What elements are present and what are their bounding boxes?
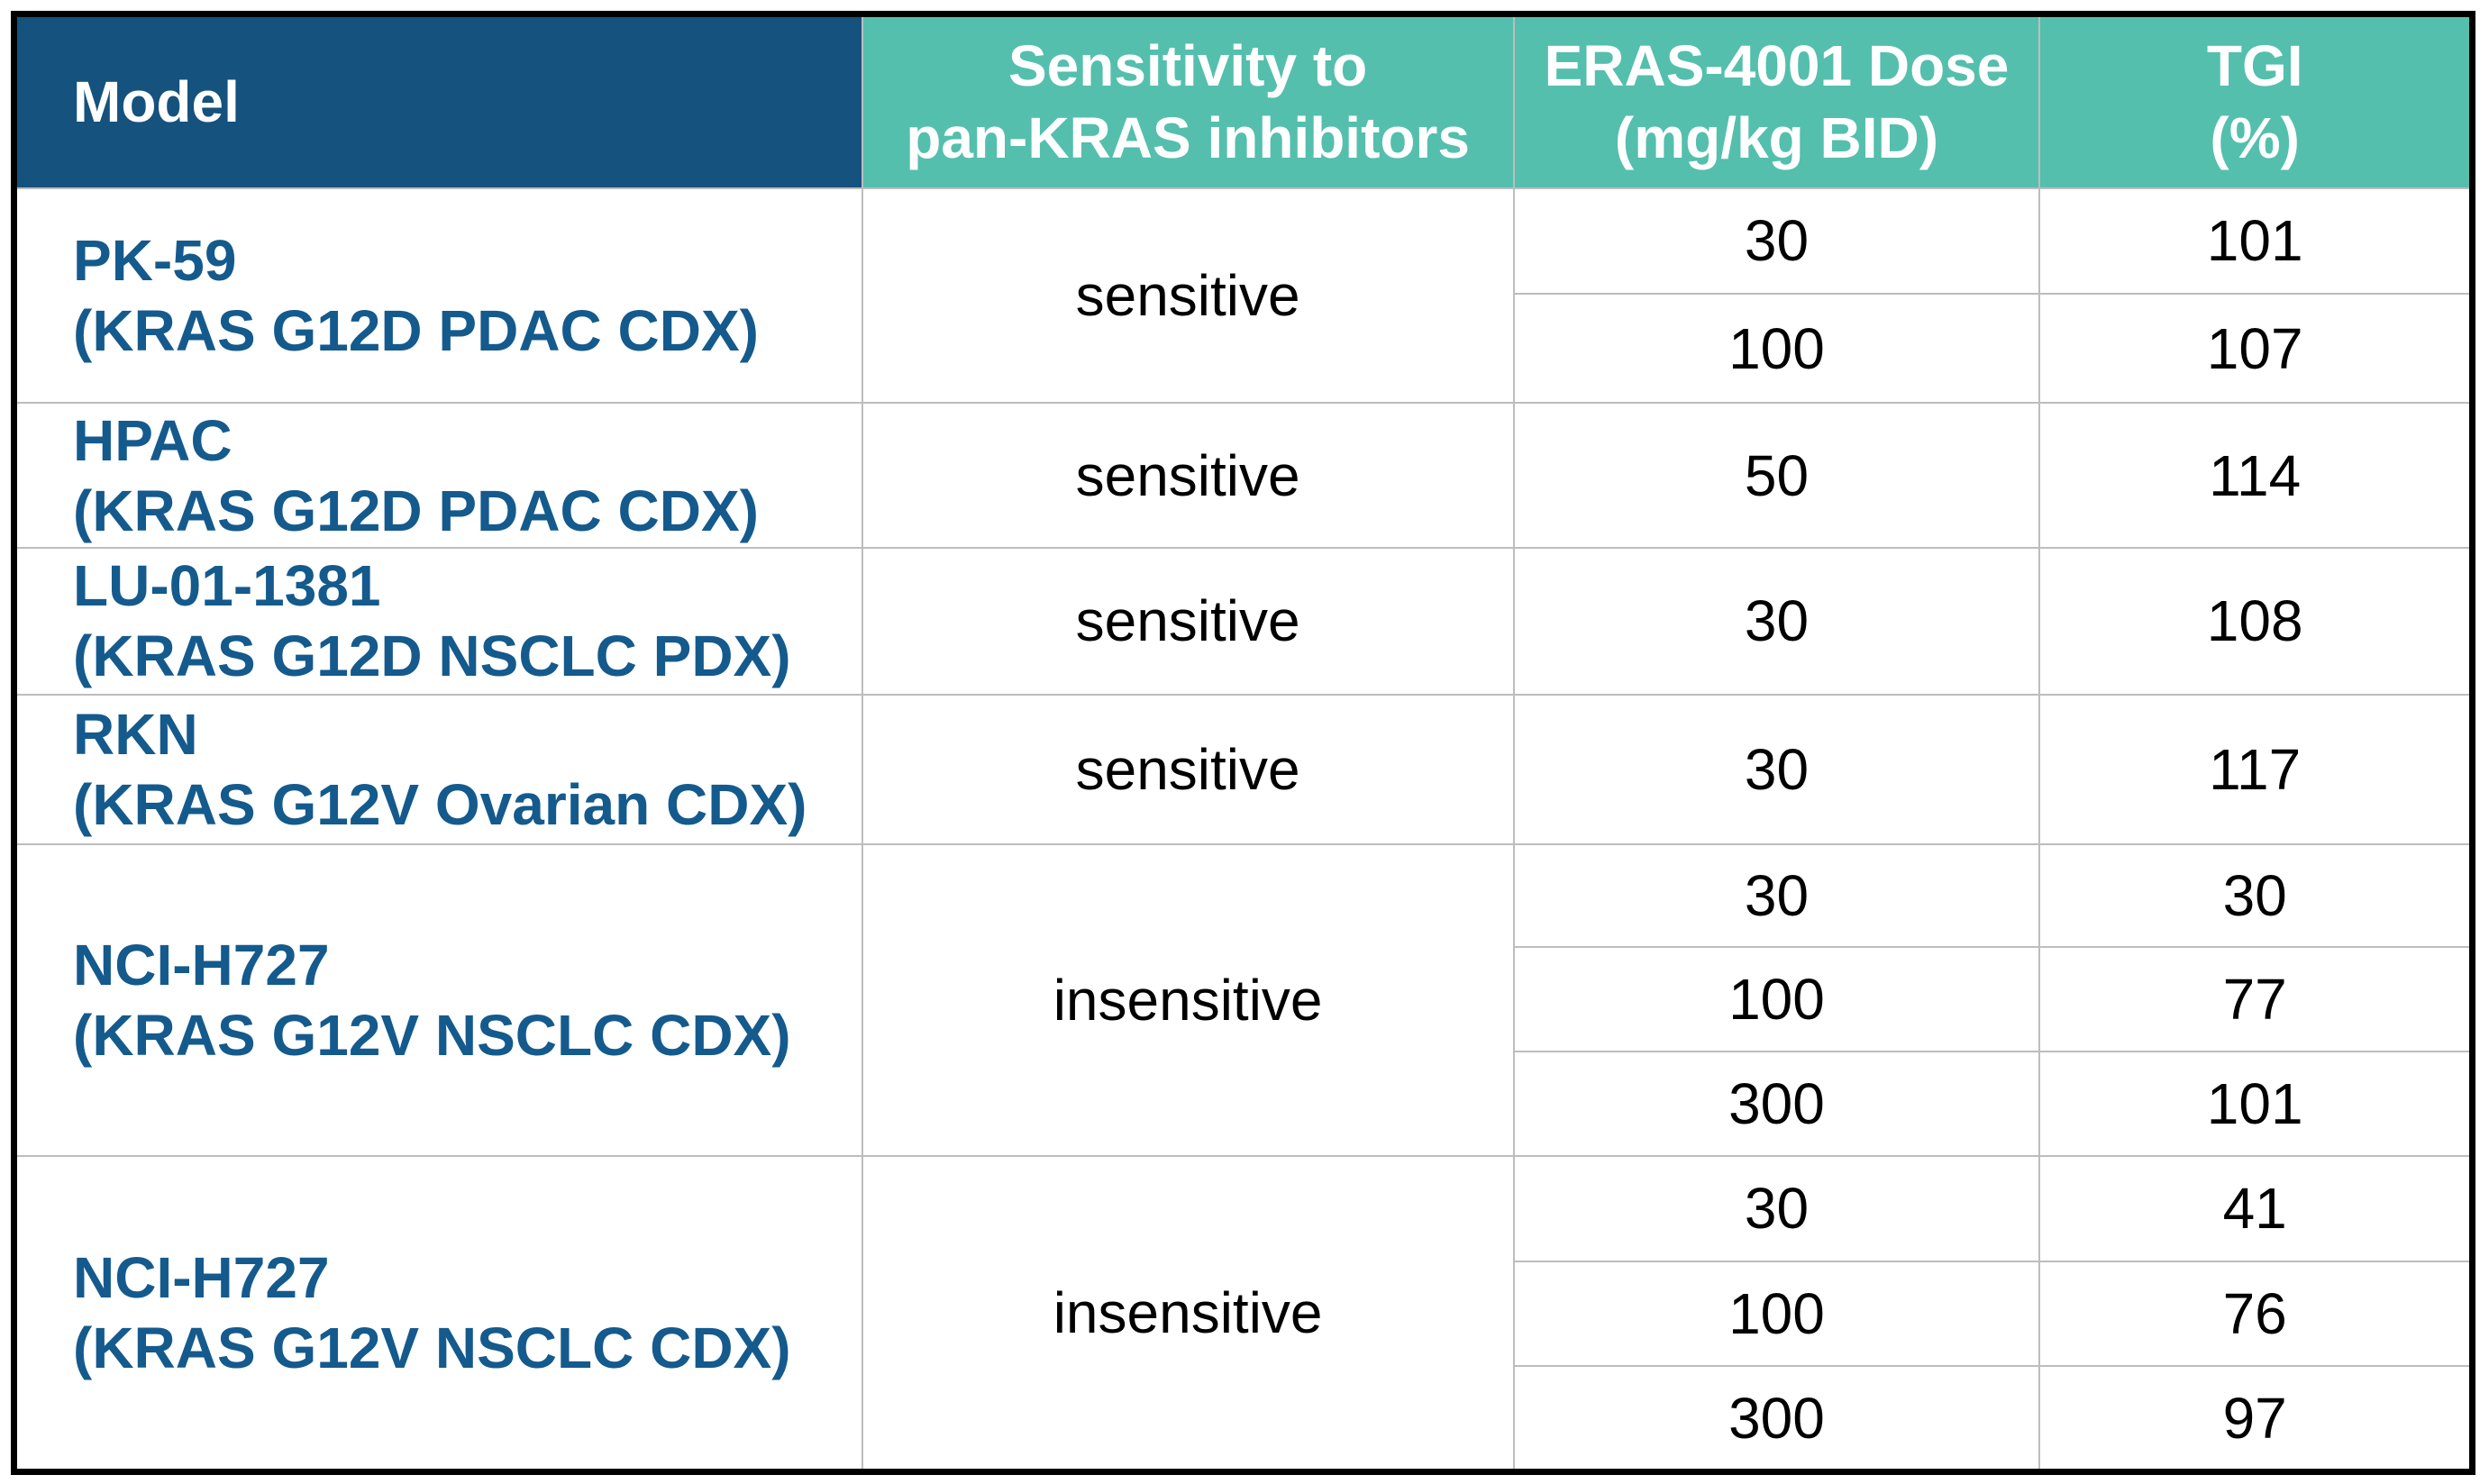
- dose-cell: 300: [1512, 1050, 2041, 1158]
- dose-cell: 30: [1512, 693, 2041, 846]
- table-row: 100 107: [14, 292, 2474, 405]
- model-detail: (KRAS G12V Ovarian CDX): [73, 771, 807, 837]
- tgi-cell: 77: [2038, 946, 2474, 1052]
- tgi-cell: 101: [2038, 1050, 2474, 1158]
- tgi-cell: 114: [2038, 402, 2474, 549]
- table-row: 300 97: [14, 1365, 2474, 1473]
- dose-cell: 30: [1512, 187, 2041, 295]
- model-cell: NCI-H727 (KRAS G12V NSCLC CDX): [13, 843, 863, 1158]
- model-detail: (KRAS G12D PDAC CDX): [73, 478, 759, 543]
- dose-cell: 300: [1512, 1365, 2041, 1473]
- sensitivity-cell: sensitive: [861, 693, 1515, 846]
- table-row: PK-59 (KRAS G12D PDAC CDX) sensitive 30 …: [13, 187, 2474, 405]
- tgi-cell: 117: [2038, 693, 2474, 846]
- sensitivity-column-header: Sensitivity to pan-KRAS inhibitors: [861, 13, 1515, 189]
- model-cell: HPAC (KRAS G12D PDAC CDX): [13, 402, 863, 549]
- dose-cell: 100: [1512, 946, 2041, 1052]
- model-cell: LU-01-1381 (KRAS G12D NSCLC PDX): [13, 546, 863, 696]
- dose-cell: 50: [1512, 402, 2041, 549]
- model-name: LU-01-1381: [73, 553, 381, 619]
- model-name: NCI-H727: [73, 933, 330, 998]
- tgi-cell: 76: [2038, 1260, 2474, 1368]
- dose-cell: 100: [1512, 1260, 2041, 1368]
- table-row: LU-01-1381 (KRAS G12D NSCLC PDX) sensiti…: [13, 546, 2474, 696]
- tgi-column-header: TGI (%): [2038, 13, 2474, 189]
- sensitivity-cell: insensitive: [861, 1155, 1515, 1473]
- model-detail: (KRAS G12V NSCLC CDX): [73, 1003, 791, 1069]
- sensitivity-cell: insensitive: [861, 843, 1515, 1158]
- tgi-cell: 101: [2038, 187, 2474, 295]
- table-row: NCI-H727 (KRAS G12V NSCLC CDX) insensiti…: [13, 843, 2474, 1158]
- model-detail: (KRAS G12D PDAC CDX): [73, 297, 759, 363]
- sensitivity-cell: sensitive: [861, 187, 1515, 405]
- model-detail: (KRAS G12V NSCLC CDX): [73, 1316, 791, 1381]
- table-row: NCI-H727 (KRAS G12V NSCLC CDX) insensiti…: [13, 1155, 2474, 1473]
- sensitivity-cell: sensitive: [861, 402, 1515, 549]
- model-column-header: Model: [13, 13, 863, 189]
- table-row: RKN (KRAS G12V Ovarian CDX) sensitive 30…: [13, 693, 2474, 846]
- model-name: NCI-H727: [73, 1245, 330, 1311]
- model-name: PK-59: [73, 227, 237, 293]
- dose-column-header: ERAS-4001 Dose (mg/kg BID): [1512, 13, 2041, 189]
- model-cell: PK-59 (KRAS G12D PDAC CDX): [13, 187, 863, 405]
- model-cell: NCI-H727 (KRAS G12V NSCLC CDX): [13, 1155, 863, 1473]
- model-detail: (KRAS G12D NSCLC PDX): [73, 624, 791, 689]
- tgi-cell: 108: [2038, 546, 2474, 696]
- table-row: 300 101: [14, 1050, 2474, 1158]
- model-name: RKN: [73, 701, 198, 767]
- tgi-cell: 107: [2038, 292, 2474, 405]
- tgi-cell: 41: [2038, 1155, 2474, 1262]
- tgi-results-table: Model Sensitivity to pan-KRAS inhibitors…: [11, 11, 2475, 1475]
- dose-cell: 100: [1512, 292, 2041, 405]
- table-row: 100 76: [14, 1260, 2474, 1368]
- table-row: 100 77: [14, 946, 2474, 1052]
- sensitivity-cell: sensitive: [861, 546, 1515, 696]
- model-cell: RKN (KRAS G12V Ovarian CDX): [13, 693, 863, 846]
- dose-cell: 30: [1512, 546, 2041, 696]
- dose-cell: 30: [1512, 843, 2041, 949]
- tgi-cell: 30: [2038, 843, 2474, 949]
- model-name: HPAC: [73, 407, 232, 473]
- dose-cell: 30: [1512, 1155, 2041, 1262]
- table-row: HPAC (KRAS G12D PDAC CDX) sensitive 50 1…: [13, 402, 2474, 549]
- tgi-cell: 97: [2038, 1365, 2474, 1473]
- header-row: Model Sensitivity to pan-KRAS inhibitors…: [13, 13, 2474, 189]
